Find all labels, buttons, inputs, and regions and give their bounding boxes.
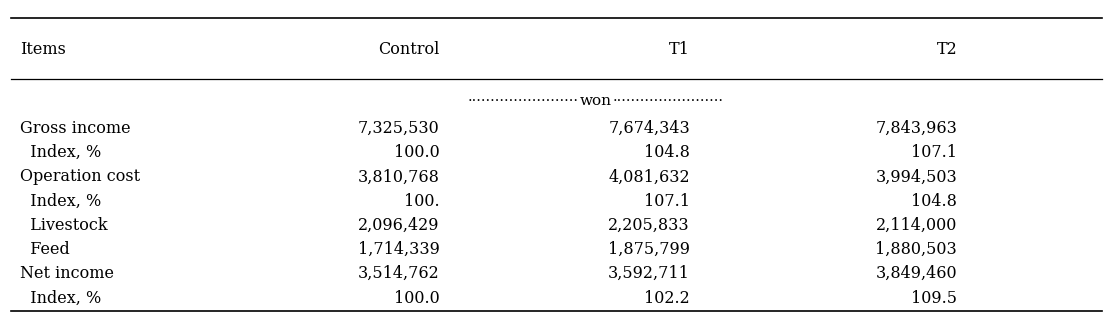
Text: ························: ························ [612,94,723,108]
Text: 3,592,711: 3,592,711 [608,265,690,282]
Text: 3,849,460: 3,849,460 [876,265,957,282]
Text: 3,514,762: 3,514,762 [358,265,440,282]
Text: Index, %: Index, % [20,193,101,210]
Text: 107.1: 107.1 [912,144,957,161]
Text: 7,843,963: 7,843,963 [875,120,957,137]
Text: Net income: Net income [20,265,114,282]
Text: 104.8: 104.8 [912,193,957,210]
Text: 4,081,632: 4,081,632 [609,169,690,185]
Text: 109.5: 109.5 [912,290,957,307]
Text: 7,674,343: 7,674,343 [609,120,690,137]
Text: 104.8: 104.8 [644,144,690,161]
Text: Index, %: Index, % [20,144,101,161]
Text: T1: T1 [669,41,690,58]
Text: 107.1: 107.1 [644,193,690,210]
Text: 100.0: 100.0 [394,144,440,161]
Text: Control: Control [378,41,440,58]
Text: Feed: Feed [20,241,70,258]
Text: 7,325,530: 7,325,530 [358,120,440,137]
Text: 3,994,503: 3,994,503 [876,169,957,185]
Text: 1,714,339: 1,714,339 [357,241,440,258]
Text: Items: Items [20,41,66,58]
Text: Gross income: Gross income [20,120,130,137]
Text: Livestock: Livestock [20,217,108,234]
Text: 2,114,000: 2,114,000 [876,217,957,234]
Text: Index, %: Index, % [20,290,101,307]
Text: 102.2: 102.2 [644,290,690,307]
Text: ························: ························ [467,94,579,108]
Text: 3,810,768: 3,810,768 [357,169,440,185]
Text: T2: T2 [936,41,957,58]
Text: won: won [580,94,611,108]
Text: 1,875,799: 1,875,799 [608,241,690,258]
Text: 100.0: 100.0 [394,290,440,307]
Text: 2,205,833: 2,205,833 [609,217,690,234]
Text: 1,880,503: 1,880,503 [876,241,957,258]
Text: 100.: 100. [404,193,440,210]
Text: Operation cost: Operation cost [20,169,140,185]
Text: 2,096,429: 2,096,429 [358,217,440,234]
